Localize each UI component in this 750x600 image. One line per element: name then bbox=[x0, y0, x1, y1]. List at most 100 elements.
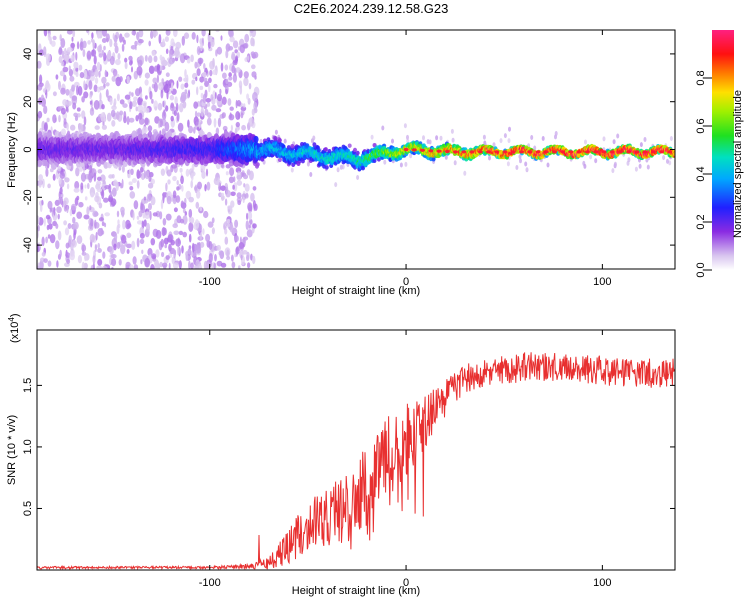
spectrogram-cell bbox=[453, 160, 457, 166]
spectrogram-cell bbox=[165, 48, 169, 55]
spectrogram-cell bbox=[65, 88, 70, 96]
spectrogram-cell bbox=[290, 167, 294, 173]
spectrogram-cell bbox=[161, 128, 166, 136]
spectrogram-cell bbox=[232, 184, 235, 190]
spectrogram-cell bbox=[182, 231, 187, 238]
spectrogram-cell bbox=[231, 254, 234, 262]
spectrogram-cell bbox=[66, 100, 72, 107]
spectrogram-cell bbox=[53, 206, 56, 216]
spectrogram-cell bbox=[334, 182, 338, 188]
spectrogram-cell bbox=[111, 174, 115, 179]
spectrogram-cell bbox=[86, 50, 92, 60]
spectrogram-cell bbox=[524, 161, 528, 167]
spectrogram-cell bbox=[95, 231, 98, 241]
spectrogram-cell bbox=[203, 260, 208, 269]
spectrogram-cell bbox=[128, 117, 135, 123]
spectrogram-cell bbox=[68, 65, 71, 71]
spectrogram-cell bbox=[206, 261, 211, 269]
spectrogram-cell bbox=[444, 154, 448, 160]
spectrogram-cell bbox=[316, 148, 321, 153]
spectrogram-cell bbox=[89, 70, 95, 77]
spectrogram-cell bbox=[253, 51, 259, 59]
spectrogram-cell bbox=[92, 255, 96, 264]
spectrogram-cell bbox=[63, 220, 67, 226]
spectrogram-cell bbox=[99, 92, 102, 102]
spectrogram-cell bbox=[66, 183, 70, 190]
spectrogram-cell bbox=[102, 179, 106, 185]
spectrogram-cell bbox=[102, 251, 106, 259]
spectrogram-cell bbox=[148, 174, 152, 182]
spectrogram-cell bbox=[206, 181, 211, 191]
spectrogram-cell bbox=[231, 51, 236, 60]
spectrogram-cell bbox=[185, 168, 190, 177]
spectrogram-cell bbox=[102, 30, 107, 37]
spectrogram-cell bbox=[129, 191, 136, 199]
spectrogram-cell bbox=[171, 164, 178, 169]
spectrogram-cell bbox=[339, 164, 343, 170]
spectrogram-cell bbox=[93, 100, 100, 110]
spectrogram-cell bbox=[112, 68, 118, 77]
spectrogram-cell bbox=[179, 102, 184, 113]
spectrogram-cell bbox=[66, 30, 73, 35]
spectrogram-cell bbox=[73, 81, 80, 88]
spectrogram-cell bbox=[101, 189, 105, 200]
spectrogram-cell bbox=[58, 197, 61, 205]
spectrogram-cell bbox=[159, 64, 163, 72]
spectrogram-cell bbox=[202, 228, 205, 235]
spectrogram-cell bbox=[177, 246, 180, 256]
spectrogram-cell bbox=[136, 237, 140, 248]
spectrogram-cell bbox=[160, 168, 166, 176]
spectrogram-cell bbox=[151, 98, 154, 104]
spectrogram-cell bbox=[72, 102, 77, 110]
spectrogram-cell bbox=[197, 181, 202, 190]
spectrogram-cell bbox=[43, 258, 48, 263]
spectrogram-cell bbox=[158, 120, 161, 129]
spectrogram-cell bbox=[172, 262, 179, 269]
spectrogram-cell bbox=[111, 266, 114, 269]
spectrogram-cell bbox=[541, 136, 545, 141]
spectrogram-cell bbox=[161, 251, 165, 258]
spectrogram-cell bbox=[182, 101, 187, 109]
spectrogram-cell bbox=[153, 30, 159, 37]
spectrogram-cell bbox=[71, 84, 76, 92]
spectrogram-cell bbox=[546, 162, 550, 168]
spectrogram-cell bbox=[81, 96, 85, 103]
spectrogram-cell bbox=[81, 110, 86, 119]
spectrogram-cell bbox=[236, 192, 242, 199]
spectrogram-cell bbox=[148, 55, 153, 64]
spectrogram-cell bbox=[101, 38, 107, 43]
spectrogram-cell bbox=[492, 142, 496, 148]
spectrogram-cell bbox=[253, 101, 258, 111]
spectrogram-cell bbox=[81, 261, 85, 269]
spectrogram-cell bbox=[139, 238, 145, 244]
spectrogram-cell bbox=[103, 197, 109, 203]
spectrogram-cell bbox=[172, 175, 177, 182]
spectrogram-cell bbox=[84, 196, 88, 201]
spectrogram-cell bbox=[662, 155, 666, 161]
spectrogram-cell bbox=[98, 202, 103, 209]
spectrogram-cell bbox=[207, 40, 211, 49]
spectrogram-cell bbox=[89, 233, 95, 243]
spectrogram-cell bbox=[117, 53, 121, 60]
spectrogram-cell bbox=[128, 168, 131, 179]
spectrogram-cell bbox=[199, 76, 205, 83]
spectrogram-cell bbox=[43, 122, 48, 132]
spectrogram-cell bbox=[136, 170, 142, 179]
spectrogram-cell bbox=[68, 234, 72, 244]
spectrogram-cell bbox=[83, 116, 87, 126]
spectrogram-cell bbox=[47, 183, 51, 189]
spectrogram-cell bbox=[229, 167, 235, 177]
spectrogram-cell bbox=[399, 162, 403, 168]
spectrogram-cell bbox=[159, 211, 163, 220]
spectrogram-cell bbox=[76, 107, 81, 112]
spectrogram-cell bbox=[173, 207, 178, 213]
spectrogram-cell bbox=[175, 102, 179, 112]
spectrogram-cell bbox=[227, 205, 232, 210]
spectrogram-cell bbox=[228, 76, 233, 81]
spectrogram-cell bbox=[72, 30, 76, 38]
spectrogram-cell bbox=[94, 125, 100, 130]
spectrogram-cell bbox=[174, 50, 181, 59]
spectrogram-cell bbox=[242, 250, 248, 255]
spectrogram-cell bbox=[193, 101, 199, 109]
spectrogram-cell bbox=[274, 129, 278, 135]
